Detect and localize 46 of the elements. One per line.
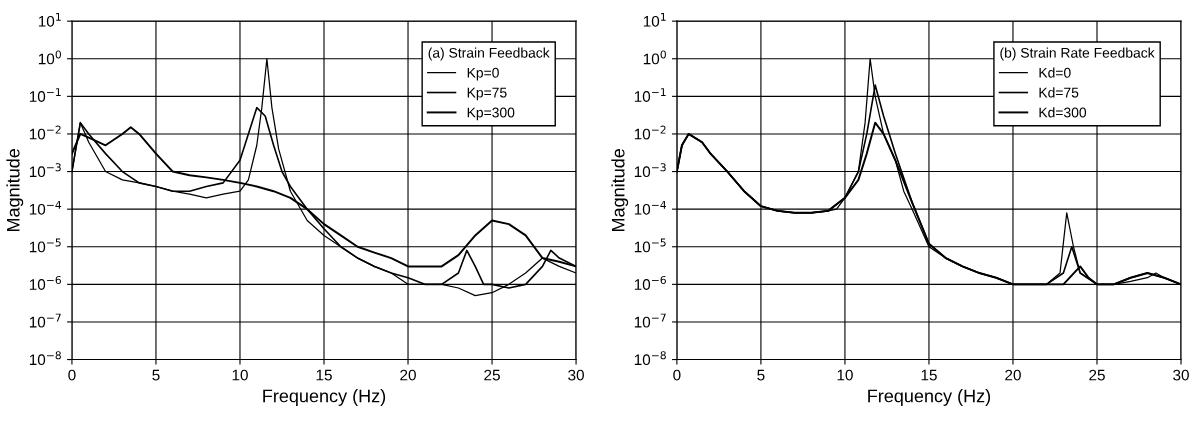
y-tick-label: 10$^{0}$ bbox=[643, 50, 666, 65]
y-tick-label: 10$^{−2}$ bbox=[29, 125, 61, 140]
x-tick-label: 30 bbox=[1173, 369, 1189, 381]
y-tick-label: 10$^{−3}$ bbox=[634, 163, 666, 178]
x-tick-label: 0 bbox=[68, 369, 76, 381]
y-tick-label: 10$^{−8}$ bbox=[634, 351, 666, 366]
x-tick-label: 25 bbox=[484, 369, 500, 381]
legend-label: Kd=0 bbox=[1039, 67, 1071, 78]
y-tick-label: 10$^{1}$ bbox=[643, 12, 666, 27]
x-tick-label: 20 bbox=[400, 369, 416, 381]
y-axis-title: Magnitude bbox=[611, 148, 629, 232]
y-tick-label: 10$^{−4}$ bbox=[634, 200, 667, 215]
legend-label: Kp=300 bbox=[467, 107, 515, 121]
y-tick-label: 10$^{−4}$ bbox=[29, 200, 62, 215]
y-tick-label: 10$^{−7}$ bbox=[29, 313, 61, 328]
y-tick-label: 10$^{−3}$ bbox=[29, 163, 61, 178]
x-axis-title: Frequency (Hz) bbox=[263, 389, 386, 406]
y-tick-label: 10$^{−7}$ bbox=[634, 313, 666, 328]
y-tick-label: 10$^{−5}$ bbox=[29, 238, 61, 253]
y-tick-label: 10$^{−1}$ bbox=[29, 88, 61, 102]
x-tick-label: 15 bbox=[921, 369, 937, 381]
legend-title: (b) Strain Rate Feedback bbox=[1000, 47, 1155, 61]
x-tick-label: 10 bbox=[837, 369, 853, 381]
x-tick-label: 15 bbox=[316, 369, 332, 381]
x-tick-label: 5 bbox=[152, 369, 160, 381]
x-tick-label: 20 bbox=[1005, 369, 1021, 381]
y-tick-label: 10$^{−6}$ bbox=[634, 275, 666, 290]
x-axis-title: Frequency (Hz) bbox=[868, 389, 991, 406]
y-tick-label: 10$^{−2}$ bbox=[634, 125, 666, 140]
y-tick-label: 10$^{−8}$ bbox=[29, 351, 61, 366]
y-tick-label: 10$^{−6}$ bbox=[29, 275, 61, 290]
y-tick-label: 10$^{−5}$ bbox=[634, 238, 666, 253]
legend-title: (a) Strain Feedback bbox=[428, 47, 550, 61]
y-tick-label: 10$^{−1}$ bbox=[634, 88, 666, 102]
x-tick-label: 5 bbox=[757, 369, 765, 381]
legend-label: Kp=75 bbox=[467, 87, 507, 101]
y-tick-label: 10$^{1}$ bbox=[38, 12, 61, 27]
x-tick-label: 10 bbox=[232, 369, 248, 381]
legend-label: Kp=0 bbox=[467, 67, 499, 81]
y-tick-label: 10$^{0}$ bbox=[38, 50, 62, 65]
x-tick-label: 0 bbox=[673, 369, 681, 381]
x-tick-label: 30 bbox=[568, 369, 584, 381]
legend-label: Kd=300 bbox=[1039, 107, 1087, 118]
x-tick-label: 25 bbox=[1089, 369, 1105, 381]
y-axis-title: Magnitude bbox=[6, 148, 24, 232]
legend-label: Kd=75 bbox=[1039, 87, 1079, 98]
